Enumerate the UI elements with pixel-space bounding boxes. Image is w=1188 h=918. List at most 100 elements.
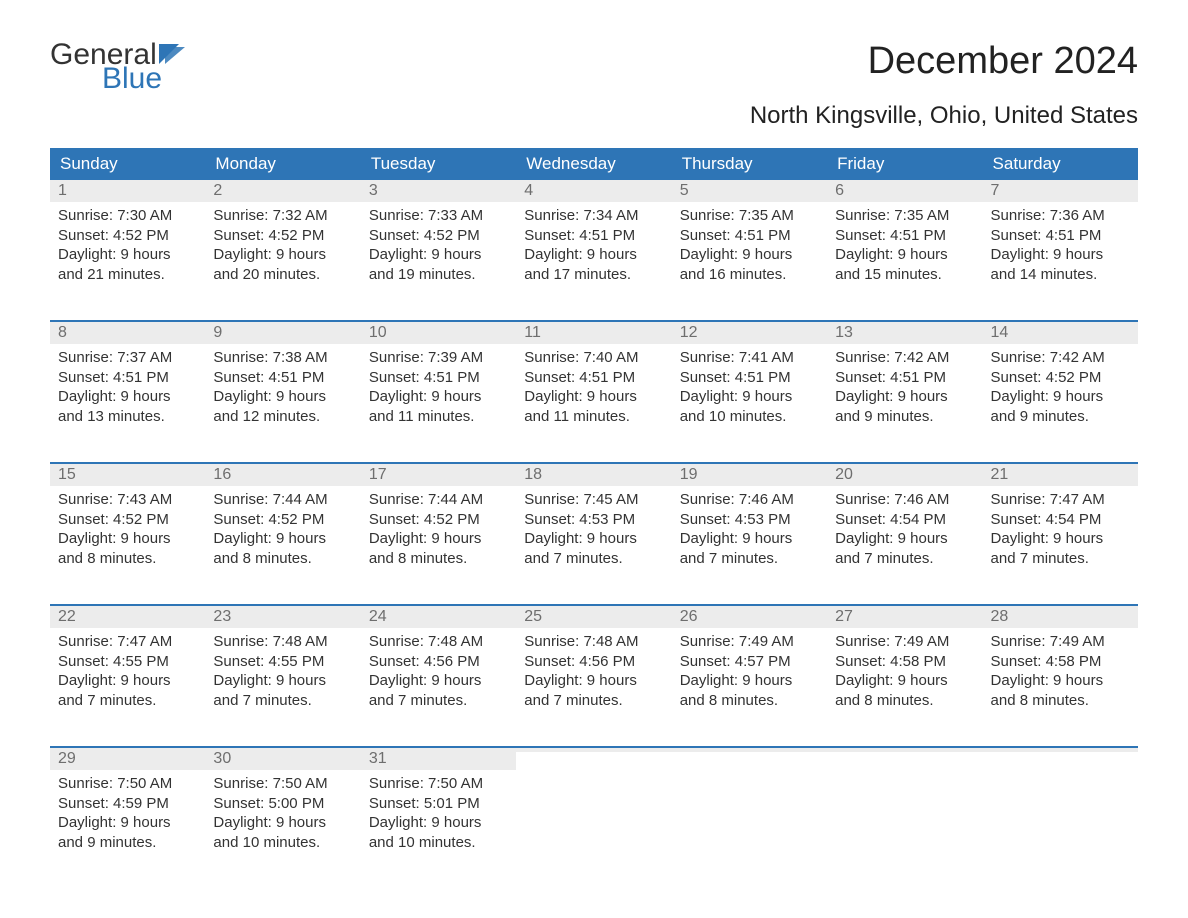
day-d1: Daylight: 9 hours — [213, 245, 352, 265]
day-number-row: 12 — [672, 322, 827, 344]
calendar-day: 31Sunrise: 7:50 AMSunset: 5:01 PMDayligh… — [361, 748, 516, 874]
calendar-day: 8Sunrise: 7:37 AMSunset: 4:51 PMDaylight… — [50, 322, 205, 448]
day-d1: Daylight: 9 hours — [680, 671, 819, 691]
day-body: Sunrise: 7:41 AMSunset: 4:51 PMDaylight:… — [672, 344, 827, 434]
day-sunset: Sunset: 4:51 PM — [835, 368, 974, 388]
day-d1: Daylight: 9 hours — [213, 387, 352, 407]
day-sunrise: Sunrise: 7:42 AM — [835, 348, 974, 368]
calendar-day: 11Sunrise: 7:40 AMSunset: 4:51 PMDayligh… — [516, 322, 671, 448]
day-sunset: Sunset: 4:54 PM — [991, 510, 1130, 530]
day-d2: and 11 minutes. — [524, 407, 663, 427]
day-number: 24 — [369, 608, 387, 625]
day-d2: and 8 minutes. — [213, 549, 352, 569]
day-d2: and 8 minutes. — [680, 691, 819, 711]
day-d1: Daylight: 9 hours — [213, 671, 352, 691]
day-number-row: 26 — [672, 606, 827, 628]
day-sunrise: Sunrise: 7:45 AM — [524, 490, 663, 510]
day-number-row: 30 — [205, 748, 360, 770]
day-number: 26 — [680, 608, 698, 625]
day-body: Sunrise: 7:42 AMSunset: 4:51 PMDaylight:… — [827, 344, 982, 434]
day-number-row: 4 — [516, 180, 671, 202]
day-number-row — [983, 748, 1138, 752]
day-number: 13 — [835, 324, 853, 341]
day-number-row: 31 — [361, 748, 516, 770]
day-sunrise: Sunrise: 7:46 AM — [680, 490, 819, 510]
calendar-day: 21Sunrise: 7:47 AMSunset: 4:54 PMDayligh… — [983, 464, 1138, 590]
day-number: 22 — [58, 608, 76, 625]
calendar-day: 24Sunrise: 7:48 AMSunset: 4:56 PMDayligh… — [361, 606, 516, 732]
day-d2: and 21 minutes. — [58, 265, 197, 285]
day-sunrise: Sunrise: 7:33 AM — [369, 206, 508, 226]
day-number: 19 — [680, 466, 698, 483]
day-number: 27 — [835, 608, 853, 625]
day-d2: and 10 minutes. — [680, 407, 819, 427]
calendar-day: 9 Sunrise: 7:38 AMSunset: 4:51 PMDaylight… — [205, 322, 360, 448]
day-number: 11 — [524, 324, 541, 341]
day-sunrise: Sunrise: 7:30 AM — [58, 206, 197, 226]
day-body: Sunrise: 7:33 AMSunset: 4:52 PMDaylight:… — [361, 202, 516, 292]
day-sunrise: Sunrise: 7:35 AM — [680, 206, 819, 226]
day-number-row: 6 — [827, 180, 982, 202]
day-sunset: Sunset: 4:56 PM — [369, 652, 508, 672]
day-body: Sunrise: 7:46 AMSunset: 4:53 PMDaylight:… — [672, 486, 827, 576]
day-number-row: 17 — [361, 464, 516, 486]
day-d2: and 8 minutes. — [58, 549, 197, 569]
day-sunset: Sunset: 4:52 PM — [369, 510, 508, 530]
day-sunset: Sunset: 4:51 PM — [213, 368, 352, 388]
calendar-week: 29Sunrise: 7:50 AMSunset: 4:59 PMDayligh… — [50, 746, 1138, 874]
calendar-day: 28Sunrise: 7:49 AMSunset: 4:58 PMDayligh… — [983, 606, 1138, 732]
weekday-header: Wednesday — [516, 148, 671, 180]
day-d1: Daylight: 9 hours — [213, 813, 352, 833]
logo: General Blue — [50, 40, 187, 94]
logo-text-blue: Blue — [102, 64, 187, 94]
day-number-row: 21 — [983, 464, 1138, 486]
day-number-row: 22 — [50, 606, 205, 628]
day-body: Sunrise: 7:49 AMSunset: 4:58 PMDaylight:… — [983, 628, 1138, 718]
day-number-row: 10 — [361, 322, 516, 344]
day-number-row: 16 — [205, 464, 360, 486]
day-number-row: 2 — [205, 180, 360, 202]
page-title: December 2024 — [868, 40, 1138, 83]
day-number: 16 — [213, 466, 231, 483]
day-sunrise: Sunrise: 7:49 AM — [680, 632, 819, 652]
day-number: 23 — [213, 608, 231, 625]
day-number-row: 1 — [50, 180, 205, 202]
day-number: 3 — [369, 182, 378, 199]
day-sunset: Sunset: 4:52 PM — [213, 226, 352, 246]
day-d1: Daylight: 9 hours — [680, 387, 819, 407]
calendar-day: 17Sunrise: 7:44 AMSunset: 4:52 PMDayligh… — [361, 464, 516, 590]
day-number: 21 — [991, 466, 1009, 483]
day-number-row: 23 — [205, 606, 360, 628]
day-body: Sunrise: 7:37 AMSunset: 4:51 PMDaylight:… — [50, 344, 205, 434]
day-d1: Daylight: 9 hours — [369, 529, 508, 549]
day-sunset: Sunset: 4:57 PM — [680, 652, 819, 672]
day-number: 10 — [369, 324, 387, 341]
calendar-day: 27Sunrise: 7:49 AMSunset: 4:58 PMDayligh… — [827, 606, 982, 732]
calendar-week: 8Sunrise: 7:37 AMSunset: 4:51 PMDaylight… — [50, 320, 1138, 448]
day-d1: Daylight: 9 hours — [369, 387, 508, 407]
day-body: Sunrise: 7:49 AMSunset: 4:57 PMDaylight:… — [672, 628, 827, 718]
day-d1: Daylight: 9 hours — [524, 671, 663, 691]
day-d1: Daylight: 9 hours — [680, 245, 819, 265]
day-d2: and 15 minutes. — [835, 265, 974, 285]
day-sunrise: Sunrise: 7:39 AM — [369, 348, 508, 368]
day-d2: and 7 minutes. — [991, 549, 1130, 569]
day-number-row — [672, 748, 827, 752]
day-number-row: 28 — [983, 606, 1138, 628]
calendar-day: 13 Sunrise: 7:42 AMSunset: 4:51 PMDayligh… — [827, 322, 982, 448]
calendar-day: 18Sunrise: 7:45 AMSunset: 4:53 PMDayligh… — [516, 464, 671, 590]
day-sunset: Sunset: 4:51 PM — [991, 226, 1130, 246]
day-number-row: 8 — [50, 322, 205, 344]
day-sunset: Sunset: 4:51 PM — [524, 226, 663, 246]
day-d2: and 8 minutes. — [991, 691, 1130, 711]
day-number-row — [516, 748, 671, 752]
day-d2: and 7 minutes. — [524, 549, 663, 569]
day-body: Sunrise: 7:38 AMSunset: 4:51 PMDaylight:… — [205, 344, 360, 434]
weekday-header: Tuesday — [361, 148, 516, 180]
day-d2: and 13 minutes. — [58, 407, 197, 427]
day-d1: Daylight: 9 hours — [835, 245, 974, 265]
day-number: 9 — [213, 324, 222, 341]
calendar-header: Sunday Monday Tuesday Wednesday Thursday… — [50, 148, 1138, 180]
calendar-week: 1Sunrise: 7:30 AMSunset: 4:52 PMDaylight… — [50, 180, 1138, 306]
calendar-day: 10Sunrise: 7:39 AMSunset: 4:51 PMDayligh… — [361, 322, 516, 448]
